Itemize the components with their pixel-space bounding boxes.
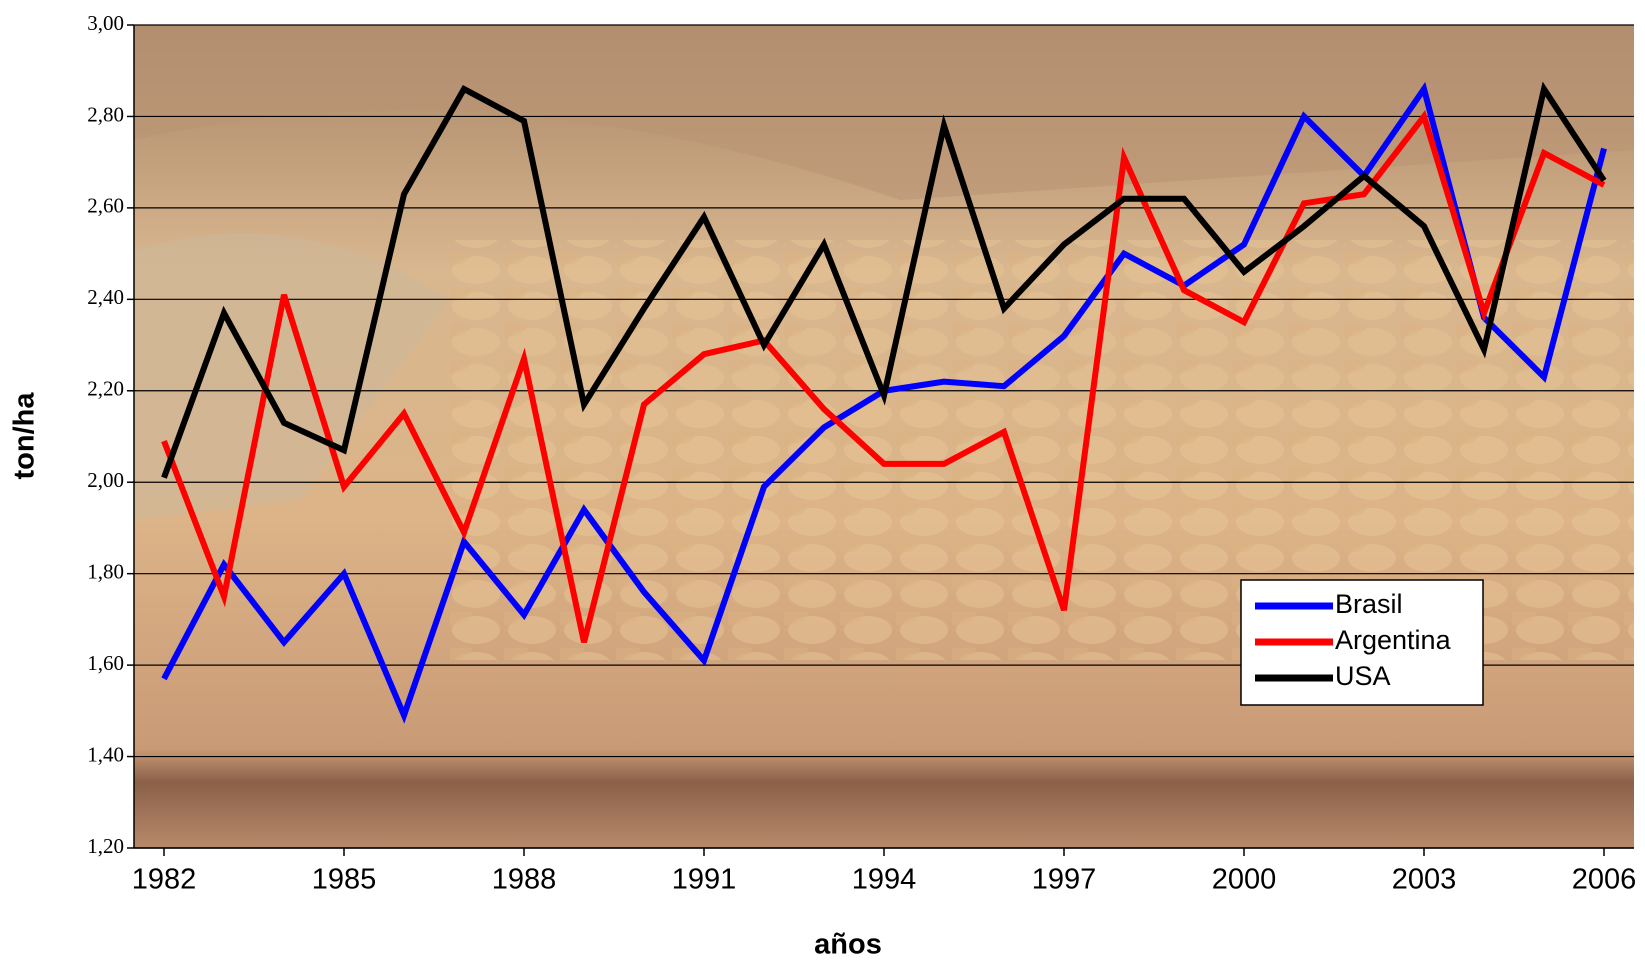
plot-background [134,25,1634,848]
legend-label: Argentina [1335,625,1452,655]
legend: Brasil Argentina USA [1241,580,1483,705]
chart: ton/ha años 1,20 1,40 1,60 1,80 2,00 2,20 2,40… [0,0,1645,963]
y-tick-label: 3,00 [87,11,124,35]
y-tick-label: 2,20 [87,377,124,401]
x-tick-label: 1994 [852,864,917,896]
x-tick-label: 1997 [1032,864,1097,896]
x-axis-title: años [814,929,882,961]
y-axis-title: ton/ha [9,392,41,480]
y-tick-label: 2,80 [87,102,124,126]
x-tick-label: 1988 [492,864,557,896]
y-tick-label: 1,60 [87,651,124,675]
y-tick-label: 1,20 [87,834,124,858]
x-tick-label: 1985 [312,864,377,896]
y-tick-label: 2,40 [87,285,124,309]
legend-label: USA [1335,661,1391,691]
y-tick-label: 2,60 [87,194,124,218]
legend-label: Brasil [1335,589,1403,619]
x-tick-label: 1991 [672,864,737,896]
x-tick-label: 1982 [132,864,197,896]
x-tick-label: 2003 [1392,864,1457,896]
y-tick-label: 2,00 [87,468,124,492]
x-tick-label: 2006 [1572,864,1637,896]
x-tick-label: 2000 [1212,864,1277,896]
page: ton/ha años 1,20 1,40 1,60 1,80 2,00 2,20 2,40… [0,0,1645,963]
y-tick-label: 1,80 [87,559,124,583]
y-tick-label: 1,40 [87,742,124,766]
